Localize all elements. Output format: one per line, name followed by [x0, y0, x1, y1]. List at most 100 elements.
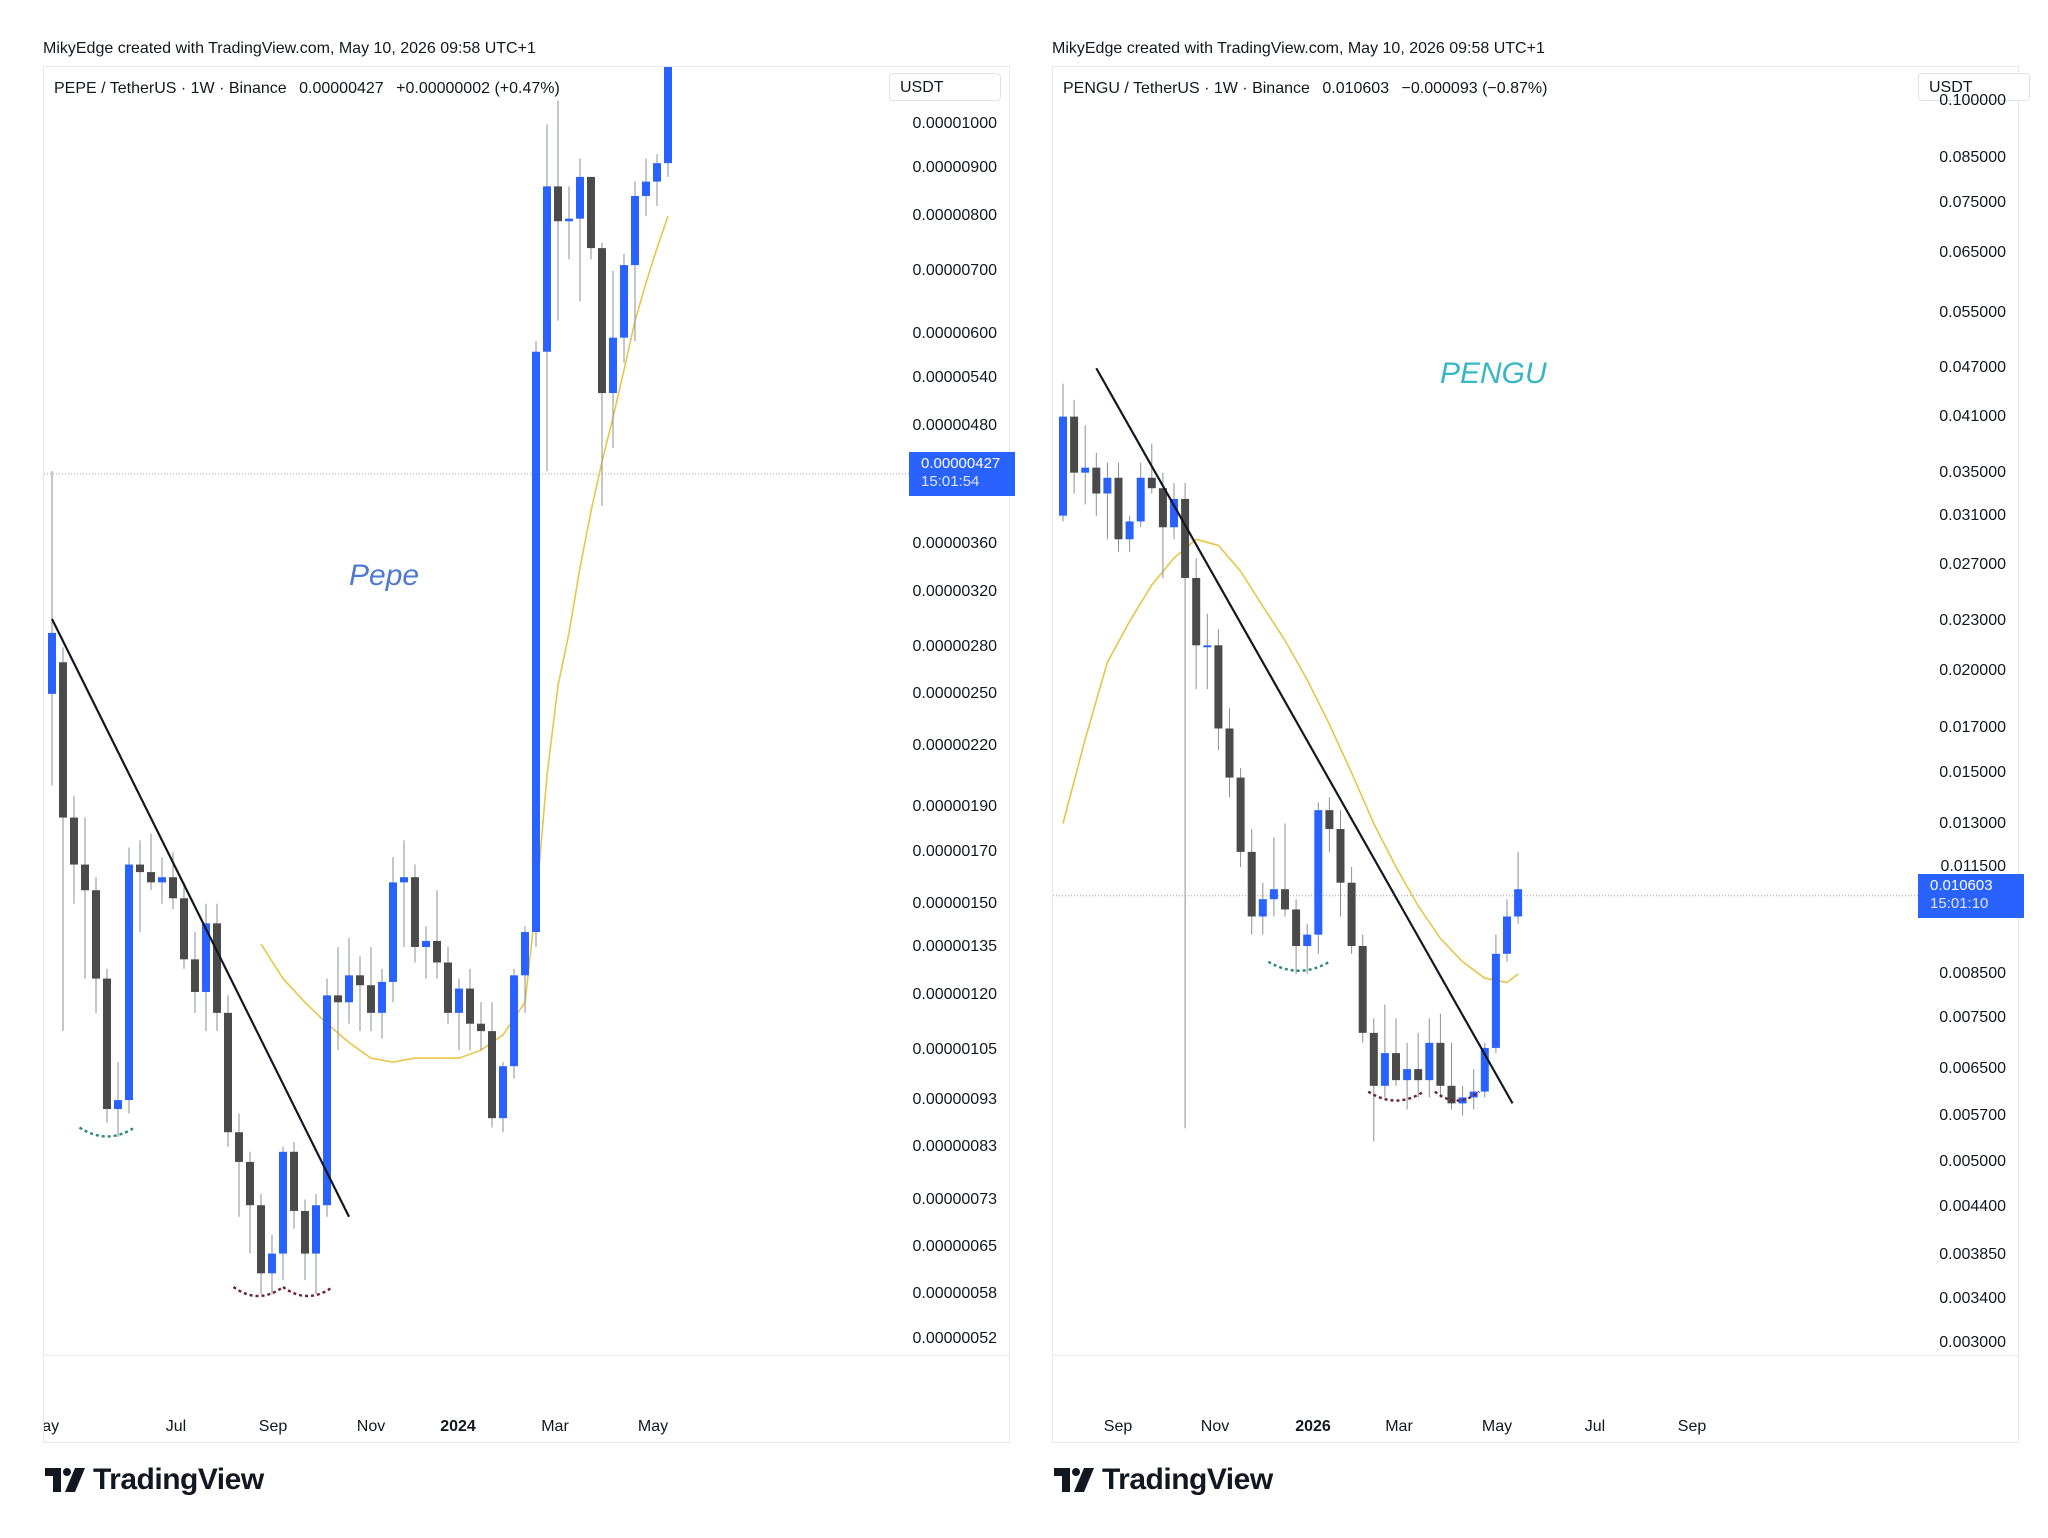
candle	[1436, 1013, 1445, 1098]
candle	[1125, 515, 1134, 552]
candle	[180, 882, 188, 969]
time-axis[interactable]: May Jul Sep Nov 2024 Mar May	[44, 1355, 1009, 1443]
candle-body	[202, 923, 210, 992]
tradingview-logo[interactable]: TradingView	[45, 1460, 264, 1500]
time-axis[interactable]: Sep Nov 2026 Mar May Jul Sep	[1053, 1355, 2018, 1443]
candle	[1214, 629, 1223, 750]
candle	[587, 176, 595, 260]
chart-panel-pepe: MikyEdge created with TradingView.com, M…	[43, 0, 1043, 1538]
candle-body	[1203, 645, 1212, 648]
price-tick-label: 0.031000	[1939, 506, 2006, 524]
candle-body	[1158, 488, 1167, 528]
price-tick-label: 0.00000600	[912, 325, 997, 343]
candle	[202, 903, 210, 1032]
candle	[92, 877, 100, 1013]
time-tick-label: 2026	[1295, 1418, 1331, 1435]
candle	[81, 817, 89, 979]
plot-area[interactable]: PENGU	[1053, 67, 1918, 1355]
candle	[609, 270, 617, 448]
candle-body	[499, 1066, 507, 1119]
price-chart-svg[interactable]	[44, 67, 909, 1355]
candle	[70, 795, 78, 904]
price-tick-label: 0.055000	[1939, 303, 2006, 321]
candle-body	[1514, 889, 1523, 917]
symbol-legend: PENGU / TetherUS · 1W · Binance 0.010603…	[1063, 80, 1555, 98]
tradingview-logo[interactable]: TradingView	[1054, 1460, 1273, 1500]
candle-body	[1458, 1097, 1467, 1104]
price-tick-label: 0.00000052	[912, 1329, 997, 1347]
candle-body	[158, 877, 166, 883]
candle	[1491, 934, 1500, 1054]
candle	[642, 158, 650, 217]
candle-body	[598, 248, 606, 394]
currency-unit-button[interactable]: USDT	[889, 73, 1001, 101]
candle-body	[1070, 416, 1079, 473]
rounded-bottom-arc	[1434, 1090, 1481, 1102]
price-tick-label: 0.00000280	[912, 638, 997, 656]
candle	[488, 1002, 496, 1128]
price-tick-label: 0.00000700	[912, 261, 997, 279]
candle-body	[411, 877, 419, 947]
last-price-value: 0.00000427	[921, 454, 1001, 472]
candle-body	[246, 1161, 254, 1206]
candle-body	[1192, 577, 1201, 646]
legend-symbol: PENGU / TetherUS · 1W · Binance	[1063, 80, 1310, 97]
candle-body	[466, 988, 474, 1024]
candle	[1403, 1042, 1412, 1110]
chart-frame: Pepe PEPE / TetherUS · 1W · Binance 0.00…	[43, 66, 1015, 1443]
candle	[1292, 899, 1301, 975]
candle-body	[521, 932, 529, 976]
price-tick-label: 0.023000	[1939, 612, 2006, 630]
candle	[1247, 829, 1256, 935]
candle	[1147, 443, 1156, 494]
candle-body	[103, 978, 111, 1110]
candle-body	[48, 632, 56, 694]
price-axis[interactable]: 0.010603 15:01:10 0.100000 0.085000 0.0750…	[1918, 67, 2024, 1355]
bar-countdown: 15:01:10	[1930, 894, 1989, 912]
price-tick-label: 0.00000105	[912, 1041, 997, 1059]
price-tick-label: 0.003000	[1939, 1333, 2006, 1351]
candle-body	[653, 163, 661, 182]
time-tick-label: May	[44, 1418, 60, 1435]
price-chart-svg[interactable]	[1053, 67, 1918, 1355]
candle-body	[609, 337, 617, 394]
candle-body	[422, 940, 430, 947]
candle-body	[1303, 934, 1312, 947]
candle	[1514, 851, 1523, 924]
candle	[1447, 1042, 1456, 1110]
candle-body	[532, 351, 540, 933]
candle-body	[1181, 498, 1190, 578]
price-tick-label: 0.00000150	[912, 894, 997, 912]
candle	[664, 67, 672, 177]
candle	[1336, 810, 1345, 917]
candle-body	[312, 1205, 320, 1254]
price-tick-label: 0.004400	[1939, 1198, 2006, 1216]
last-price-tag: 0.010603 15:01:10	[1918, 873, 2024, 918]
moving-average-line	[1062, 538, 1519, 984]
candle	[1103, 462, 1112, 540]
candle	[114, 1062, 122, 1138]
candle-body	[1358, 946, 1367, 1033]
price-tick-label: 0.00000220	[912, 737, 997, 755]
candle	[532, 341, 540, 947]
price-tick-label: 0.035000	[1939, 463, 2006, 481]
candle-body	[455, 988, 463, 1013]
price-tick-label: 0.00000250	[912, 684, 997, 702]
plot-area[interactable]: Pepe	[44, 67, 909, 1355]
symbol-legend: PEPE / TetherUS · 1W · Binance 0.0000042…	[54, 80, 568, 98]
price-tick-label: 0.00000800	[912, 207, 997, 225]
candle	[1469, 1069, 1478, 1110]
price-tick-label: 0.00000900	[912, 158, 997, 176]
candle-body	[257, 1205, 265, 1274]
price-tick-label: 0.00000480	[912, 416, 997, 434]
price-tick-label: 0.100000	[1939, 91, 2006, 109]
bar-countdown: 15:01:54	[921, 472, 980, 490]
price-tick-label: 0.020000	[1939, 661, 2006, 679]
moving-average-line	[260, 215, 669, 1063]
candle	[598, 242, 606, 506]
currency-unit-button[interactable]: USDT	[1918, 73, 2030, 101]
price-axis[interactable]: 0.00000427 15:01:54 0.00001000 0.00000900…	[909, 67, 1015, 1355]
time-tick-label: Sep	[1103, 1418, 1133, 1435]
brand-name: TradingView	[93, 1463, 264, 1496]
candle	[389, 857, 397, 1003]
